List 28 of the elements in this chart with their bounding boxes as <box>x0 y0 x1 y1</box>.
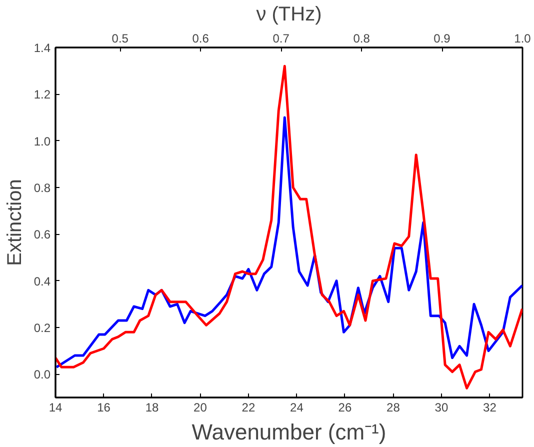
y-tick-label: 0.6 <box>34 228 51 242</box>
x2-tick-label: 0.9 <box>434 32 451 46</box>
y-axis-title: Extinction <box>4 179 26 266</box>
x-tick-label: 28 <box>386 400 400 414</box>
x-tick-label: 22 <box>242 400 256 414</box>
line-series <box>56 64 522 390</box>
x2-tick-label: 0.7 <box>272 32 290 46</box>
x2-tick-label: 0.5 <box>112 32 129 46</box>
y-tick-label: 1.4 <box>34 41 51 55</box>
x2-tick-label: 0.8 <box>353 32 370 46</box>
y-tick-label: 1.2 <box>34 88 51 102</box>
x2-tick-label: 0.6 <box>192 32 210 46</box>
x2-axis-title: ν (THz) <box>256 4 322 26</box>
x-tick-label: 14 <box>48 400 62 414</box>
x-tick-label: 18 <box>145 400 159 414</box>
x-tick-label: 32 <box>483 400 497 414</box>
x-axis-title: Wavenumber (cm⁻¹) <box>192 420 386 444</box>
x-tick-label: 20 <box>194 400 208 414</box>
y-tick-label: 0.0 <box>34 368 51 382</box>
x-tick-label: 26 <box>338 400 352 414</box>
y-tick-label: 0.2 <box>34 321 51 335</box>
y-tick-label: 0.4 <box>34 274 51 288</box>
x-tick-label: 24 <box>290 400 304 414</box>
y-tick-label: 1.0 <box>34 134 51 148</box>
x-tick-label: 16 <box>97 400 111 414</box>
y-tick-label: 0.8 <box>34 181 51 195</box>
x2-tick-label: 1.0 <box>514 32 532 46</box>
x-tick-label: 30 <box>434 400 448 414</box>
